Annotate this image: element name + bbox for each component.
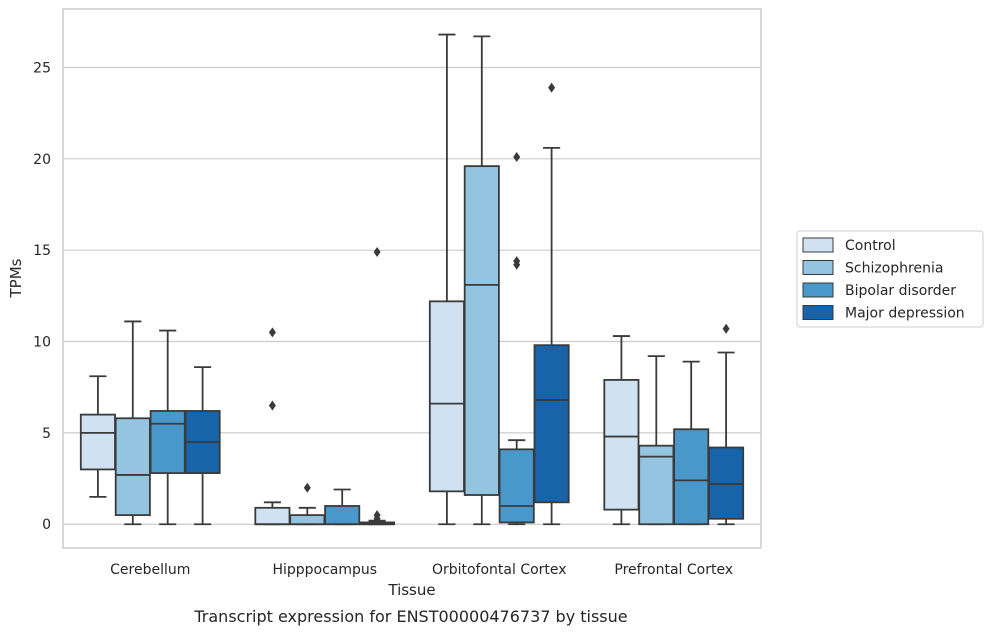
box-body [673, 428, 710, 526]
legend-label: Major depression [845, 306, 965, 322]
y-tick-label: 25 [33, 60, 51, 76]
legend-swatch [802, 305, 834, 320]
outlier-point [303, 482, 311, 493]
boxes [79, 33, 745, 526]
legend-swatch [802, 282, 834, 298]
box-body [463, 165, 500, 496]
box-group [673, 360, 710, 526]
chart-caption: Transcript expression for ENST0000047673… [193, 607, 627, 626]
outlier-point [513, 151, 521, 162]
box-group [254, 327, 291, 526]
outlier-point [513, 256, 521, 267]
box-group [149, 329, 186, 526]
box-group [324, 488, 361, 526]
outlier-point [373, 510, 381, 521]
box-body [254, 506, 291, 526]
y-tick-label: 10 [33, 335, 51, 351]
x-axis-label: Tissue [387, 581, 435, 599]
box-group [184, 366, 221, 526]
plot-frame [62, 8, 762, 549]
legend-label: Control [845, 238, 896, 254]
box-body [289, 514, 326, 526]
box-body [533, 344, 570, 504]
box-group [114, 320, 151, 526]
legend-frame [796, 230, 984, 328]
y-tick-labels: 0 5 10 15 20 25 [33, 60, 51, 533]
y-tick-label: 15 [33, 243, 51, 259]
y-tick-label: 0 [42, 517, 51, 533]
y-tick-label: 20 [33, 152, 51, 168]
box-body [114, 417, 151, 517]
x-tick-label: Hipppocampus [272, 562, 377, 578]
box-body [708, 446, 745, 520]
box-body [149, 410, 186, 474]
box-body [638, 444, 675, 526]
legend-label: Bipolar disorder [845, 283, 956, 299]
x-tick-label: Prefrontal Cortex [614, 562, 733, 578]
legend-swatch [802, 260, 834, 275]
outlier-point [268, 400, 276, 411]
box-body [498, 448, 535, 524]
y-axis-label: TPMs [7, 258, 25, 298]
box-group [428, 33, 465, 526]
y-tick-label: 5 [42, 426, 51, 442]
box-body [79, 413, 116, 471]
legend: Control Schizophrenia Bipolar disorder Majo… [796, 230, 984, 328]
box-group [359, 247, 396, 526]
box-group [708, 323, 745, 526]
box-group [603, 335, 640, 526]
box-group [463, 35, 500, 526]
box-body [603, 379, 640, 511]
box-group [498, 151, 535, 526]
legend-label: Schizophrenia [845, 261, 943, 277]
x-tick-label: Cerebellum [110, 562, 190, 578]
outlier-point [373, 247, 381, 258]
box-group [533, 82, 570, 526]
x-tick-labels: Cerebellum Hipppocampus Orbitofontal Corte… [110, 562, 733, 578]
legend-swatch [802, 237, 834, 253]
outlier-point [548, 82, 556, 93]
box-body [324, 505, 361, 526]
box-body [428, 300, 465, 493]
outlier-point [268, 327, 276, 338]
box-group [638, 355, 675, 526]
x-tick-label: Orbitofontal Cortex [432, 562, 567, 578]
outlier-point [722, 323, 730, 334]
